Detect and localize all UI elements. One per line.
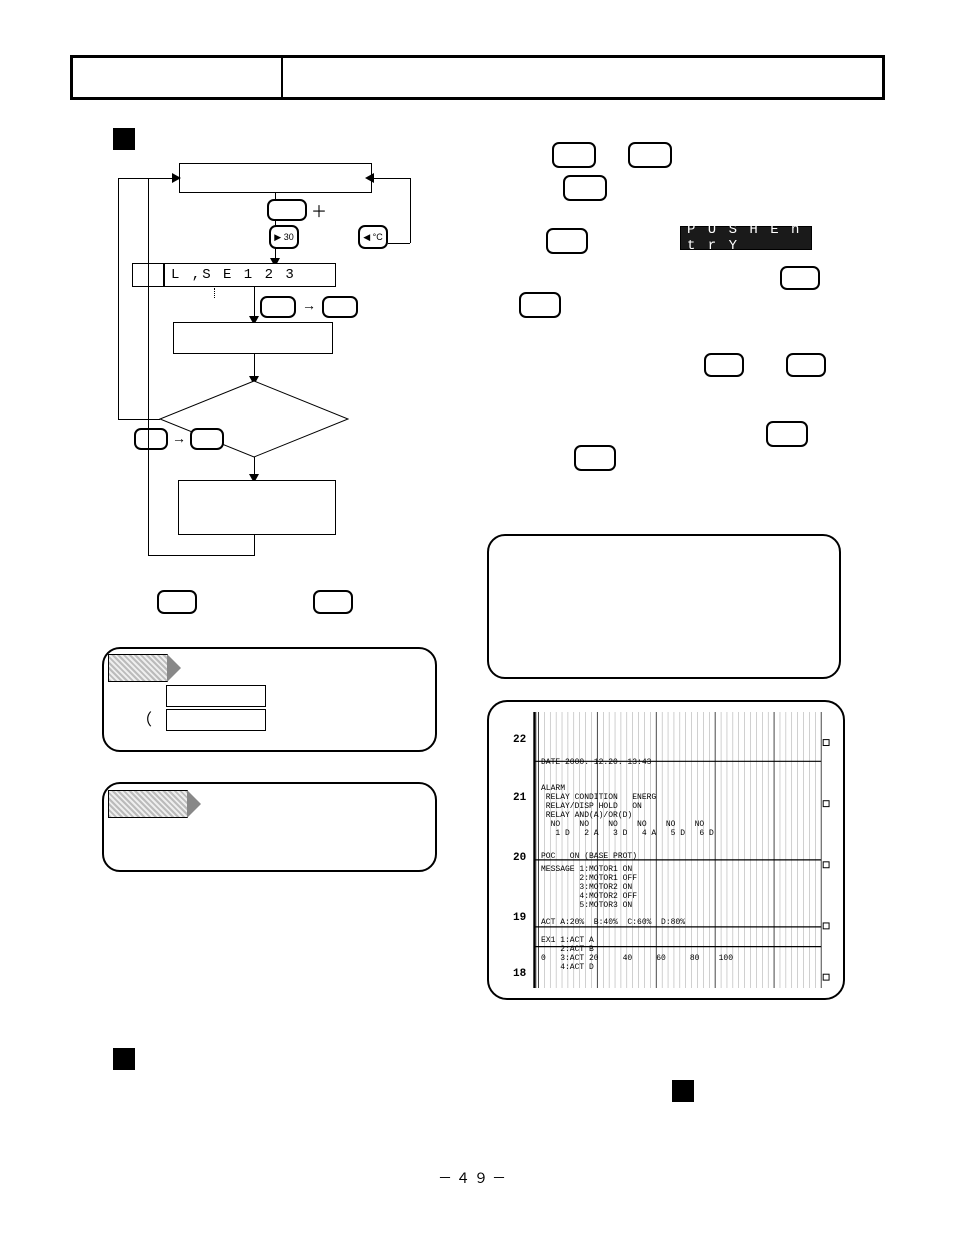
right30-icon: ▶ 30 [271, 227, 297, 247]
section-marker [113, 128, 135, 150]
pointer-tag [108, 654, 168, 682]
key-button[interactable] [574, 445, 616, 471]
chart-line: 4:MOTOR2 OFF [541, 892, 637, 901]
flow-line [118, 419, 160, 420]
flow-line [388, 243, 410, 244]
chart-row-num: 22 [513, 734, 526, 746]
note-box-right [487, 534, 841, 679]
flow-line [372, 178, 410, 179]
key-button[interactable] [313, 590, 353, 614]
key-icon-right30[interactable]: ▶ 30 [269, 225, 299, 249]
chart-line: 4:ACT D [541, 963, 594, 972]
chart-line: EX1 1:ACT A [541, 936, 594, 945]
key-button[interactable] [552, 142, 596, 168]
lcd-right-text: P U S H E n t r Y [687, 222, 805, 254]
key-button[interactable] [780, 266, 820, 290]
chart-line: 1 D 2 A 3 D 4 A 5 D 6 D [541, 829, 714, 838]
arrow-left-icon [365, 173, 374, 183]
chart-line: RELAY CONDITION ENERG [541, 793, 656, 802]
chart-row-num: 21 [513, 792, 526, 804]
inline-box [166, 685, 266, 707]
key-icon-leftc[interactable]: ◀ °C [358, 225, 388, 249]
lcd-display-left: L ,S E 1 2 3 [164, 263, 336, 287]
inline-box [166, 709, 266, 731]
key-button[interactable] [190, 428, 224, 450]
flow-box-top [179, 163, 372, 193]
key-button[interactable] [546, 228, 588, 254]
open-paren: （ [136, 706, 152, 730]
leftc-icon: ◀ °C [360, 227, 386, 247]
header-cell-right [283, 58, 882, 97]
chart-line: RELAY/DISP HOLD ON [541, 802, 642, 811]
key-button[interactable] [704, 353, 744, 377]
flow-line [148, 555, 255, 556]
chart-line: POC ON (BASE PROT) [541, 852, 637, 861]
chart-line: ACT A:20% B:40% C:60% D:80% [541, 918, 685, 927]
chart-line: 2:MOTOR1 OFF [541, 874, 637, 883]
flow-box-mid [173, 322, 333, 354]
chart-line: 3:MOTOR2 ON [541, 883, 632, 892]
flow-line [118, 178, 119, 419]
chart-line: NO NO NO NO NO NO [541, 820, 704, 829]
chart-row-num: 19 [513, 912, 526, 924]
flow-line [254, 535, 255, 555]
chart-grid: 22 21 20 19 18 DATE 2000. 12.20. 13:43 A… [509, 712, 833, 988]
chart-line: RELAY AND(A)/OR(D) [541, 811, 632, 820]
header-cell-left [73, 58, 283, 97]
page-number: －４９－ [438, 1168, 510, 1188]
key-button[interactable] [157, 590, 197, 614]
flow-line [410, 178, 411, 243]
lcd-left-text: L ,S E 1 2 3 [171, 267, 296, 283]
key-button[interactable] [563, 175, 607, 201]
chart-line: DATE 2000. 12.20. 13:43 [541, 758, 651, 767]
chart-row-num: 18 [513, 968, 526, 980]
chart-line: 5:MOTOR3 ON [541, 901, 632, 910]
chart-line: ALARM [541, 784, 565, 793]
chart-line: 2:ACT B [541, 945, 594, 954]
key-button[interactable] [134, 428, 168, 450]
section-marker [672, 1080, 694, 1102]
key-button[interactable] [628, 142, 672, 168]
plus-symbol: ＋ [311, 198, 327, 222]
flow-line-dotted [214, 288, 215, 298]
chart-printout: 22 21 20 19 18 DATE 2000. 12.20. 13:43 A… [487, 700, 845, 1000]
flow-line [148, 178, 149, 555]
arrow-right-icon: → [172, 430, 186, 446]
chart-line: 0 3:ACT 20 40 60 80 100 [541, 954, 733, 963]
key-button[interactable] [322, 296, 358, 318]
key-button[interactable] [786, 353, 826, 377]
key-button[interactable] [519, 292, 561, 318]
pointer-tag [108, 790, 188, 818]
page: ＋ ▶ 30 ◀ °C L ,S E 1 2 3 → → [0, 0, 954, 1235]
lcd-display-right: P U S H E n t r Y [680, 226, 812, 250]
section-marker [113, 1048, 135, 1070]
chart-line: MESSAGE 1:MOTOR1 ON [541, 865, 632, 874]
key-button[interactable] [766, 421, 808, 447]
header-table [70, 55, 885, 100]
flow-decision [159, 380, 349, 458]
key-button[interactable] [260, 296, 296, 318]
arrow-right-icon [172, 173, 181, 183]
arrow-right-icon: → [302, 297, 316, 313]
key-button[interactable] [267, 199, 307, 221]
chart-row-num: 20 [513, 852, 526, 864]
flow-box-bottom [178, 480, 336, 535]
